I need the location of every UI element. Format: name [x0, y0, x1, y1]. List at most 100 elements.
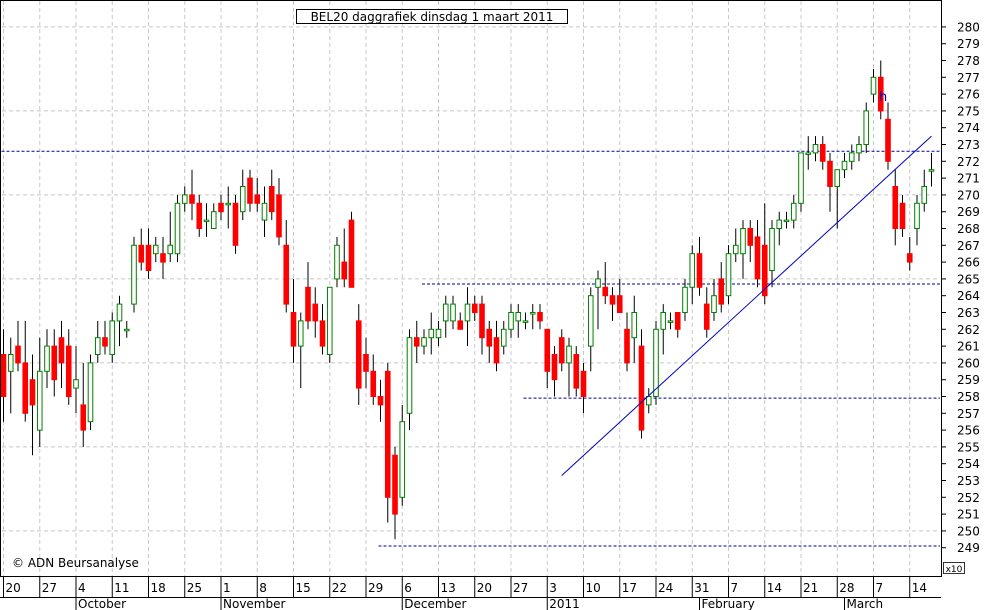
candle	[783, 211, 790, 229]
candle-body-up	[44, 345, 50, 372]
candle-body-down	[471, 303, 478, 314]
candle-body-up	[921, 186, 928, 204]
x-tick-label: 21	[803, 581, 818, 595]
candle-body-up	[109, 320, 116, 355]
candle	[305, 262, 311, 330]
candle-body-down	[29, 379, 36, 406]
candle	[841, 152, 848, 179]
x-tick-label: 8	[259, 581, 267, 595]
candle	[471, 295, 478, 321]
y-tick-label: 250	[957, 524, 980, 538]
candle-body-down	[348, 219, 355, 288]
candle-body-up	[631, 312, 638, 339]
candle	[566, 337, 572, 397]
candle	[196, 194, 203, 237]
candle-body-up	[167, 244, 174, 255]
candle-body-up	[326, 286, 333, 355]
candle	[544, 328, 551, 389]
y-tick-label: 259	[957, 373, 980, 387]
candle-body-down	[479, 303, 485, 339]
chart-title-box: BEL20 daggrafiek dinsdag 1 maart 2011	[296, 9, 568, 24]
candle-body-down	[247, 177, 253, 204]
candle	[370, 354, 377, 405]
candle-body-down	[384, 370, 391, 498]
y-tick-label: 277	[957, 71, 980, 85]
candle-body-up	[116, 303, 123, 322]
y-tick-label: 253	[957, 474, 980, 488]
candle	[442, 295, 449, 338]
candle-body-up	[798, 152, 804, 204]
candle-body-up	[442, 303, 449, 322]
candle-body-down	[15, 345, 21, 364]
candle-body-up	[464, 303, 471, 322]
y-tick-label: 254	[957, 457, 980, 471]
candle	[631, 295, 638, 363]
candle	[848, 144, 855, 170]
y-axis: 249 250 251 252 253 254 255 256 257 258 259 260 261 2…	[941, 20, 980, 555]
candle	[123, 320, 130, 338]
candle-body-up	[769, 228, 775, 271]
candle-body-down	[877, 76, 884, 112]
y-tick-label: 267	[957, 239, 980, 253]
x-axis: 20 27 4 11 18 25 1 8 15 22 29 6 13 20 27 3 10 17 24 31 7 14 21…	[3, 577, 927, 610]
candle-body-up	[653, 328, 659, 397]
candle	[7, 337, 14, 414]
candle	[587, 287, 594, 372]
candle	[189, 169, 195, 221]
x-multiplier-label: x10	[946, 565, 963, 575]
plot-frame	[0, 0, 942, 577]
y-tick-label: 272	[957, 155, 980, 169]
candle-body-down	[276, 194, 282, 238]
candle	[239, 169, 246, 221]
candle	[515, 304, 522, 338]
candle-body-up	[7, 354, 14, 372]
y-tick-label: 263	[957, 306, 980, 320]
y-tick-label: 278	[957, 54, 980, 68]
candle-body-up	[261, 202, 268, 221]
candle	[0, 329, 7, 422]
grid-layer	[2, 1, 940, 576]
candle	[522, 312, 529, 330]
candle	[747, 220, 754, 263]
y-tick-label: 271	[957, 172, 980, 186]
candle	[363, 337, 369, 389]
candle-body-up	[131, 244, 137, 305]
candle-body-up	[812, 144, 819, 154]
candle-body-up	[529, 312, 536, 315]
candle-body-up	[36, 370, 43, 431]
candle	[36, 337, 43, 447]
candle	[870, 68, 877, 103]
candle-body-up	[711, 295, 717, 314]
candle	[102, 320, 108, 355]
candle-body-down	[305, 286, 311, 322]
candle-body-down	[638, 345, 645, 431]
candle	[326, 286, 333, 363]
candle	[899, 194, 906, 237]
candle-body-down	[827, 160, 833, 188]
candle-body-up	[587, 295, 594, 347]
candle-body-up	[928, 169, 935, 172]
candle-body-up	[203, 219, 210, 223]
candle	[138, 228, 145, 271]
y-tick-label: 264	[957, 289, 980, 303]
candle-body-down	[899, 202, 906, 230]
candle-body-down	[145, 244, 152, 272]
candle	[297, 312, 304, 389]
candle	[921, 169, 928, 212]
x-tick-label: 13	[441, 581, 456, 595]
candle-body-up	[645, 396, 652, 406]
candle-body-up	[421, 337, 427, 347]
y-tick-label: 268	[957, 222, 980, 236]
x-tick-label: 3	[549, 581, 557, 595]
candle-body-down	[486, 328, 493, 347]
candle	[152, 236, 159, 263]
y-tick-label: 251	[957, 508, 980, 522]
candle-body-down	[312, 303, 319, 322]
candle	[653, 320, 659, 405]
candle-body-down	[341, 261, 348, 280]
candle-body-down	[609, 295, 616, 305]
candle-body-down	[0, 354, 7, 397]
candle	[160, 236, 166, 279]
x-tick-label: 27	[42, 581, 57, 595]
